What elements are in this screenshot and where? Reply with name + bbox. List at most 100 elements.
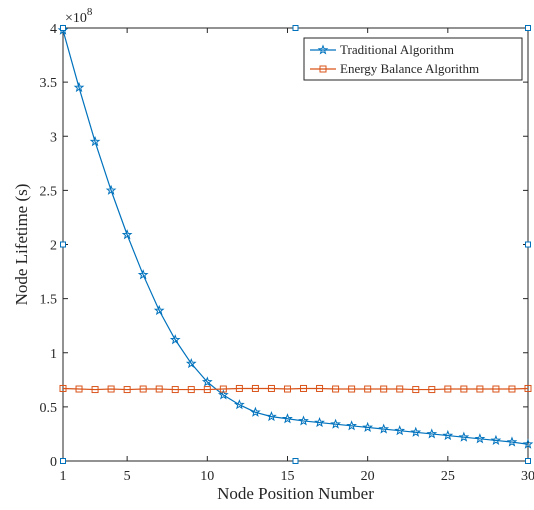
data-point xyxy=(267,384,275,392)
data-point xyxy=(428,386,436,394)
data-point xyxy=(314,416,325,428)
data-point xyxy=(73,81,85,93)
data-point xyxy=(91,386,99,394)
data-point xyxy=(298,415,309,426)
data-point xyxy=(201,376,213,387)
data-point xyxy=(234,399,245,410)
x-axis: 1 5 10 15 20 25 30 xyxy=(60,28,534,484)
data-point xyxy=(316,384,324,392)
data-point xyxy=(474,433,486,444)
legend-marker xyxy=(319,65,327,73)
data-point xyxy=(396,385,404,393)
data-point xyxy=(187,386,195,394)
legend: Traditional Algorithm Energy Balance Algo… xyxy=(303,37,523,81)
frame-edge-marker xyxy=(60,458,66,464)
data-point xyxy=(460,385,468,393)
x-tick-label: 25 xyxy=(441,469,455,484)
data-point xyxy=(476,385,484,393)
y-exponent-power: 8 xyxy=(87,6,93,18)
data-point xyxy=(410,426,422,437)
data-point xyxy=(121,229,133,240)
y-tick-label: 1.5 xyxy=(40,293,58,308)
frame-edge-marker xyxy=(60,241,66,248)
data-point xyxy=(57,24,69,35)
data-point xyxy=(330,418,341,429)
data-point xyxy=(524,384,532,392)
data-point xyxy=(442,429,454,441)
data-point xyxy=(217,389,229,400)
data-point xyxy=(153,304,165,316)
y-tick-label: 0 xyxy=(50,455,57,470)
series-layer xyxy=(57,24,534,449)
data-point xyxy=(75,385,83,393)
data-point xyxy=(235,384,243,392)
y-axis-title: Node Lifetime (s) xyxy=(12,184,31,306)
data-point xyxy=(492,385,500,393)
data-point xyxy=(155,385,163,393)
y-exponent-base: ×10 xyxy=(65,11,87,26)
data-point xyxy=(123,386,131,394)
frame-edge-marker xyxy=(525,458,531,464)
y-tick-label: 3.5 xyxy=(40,76,58,91)
y-tick-label: 0.5 xyxy=(40,401,58,416)
data-point xyxy=(332,385,340,393)
data-point xyxy=(169,334,181,345)
frame-edge-marker xyxy=(60,25,66,31)
data-point xyxy=(219,385,227,393)
data-point xyxy=(458,431,470,442)
data-point xyxy=(59,384,67,392)
edge-markers xyxy=(60,25,531,464)
frame-edge-marker xyxy=(525,25,531,31)
y-tick-label: 2.5 xyxy=(40,184,58,199)
series-energy-balance xyxy=(59,384,532,394)
legend-label: Energy Balance Algorithm xyxy=(340,61,479,76)
x-tick-label: 1 xyxy=(60,469,67,484)
plot-frame xyxy=(62,27,529,462)
frame-edge-marker xyxy=(525,241,531,248)
data-point xyxy=(348,385,356,393)
x-tick-label: 30 xyxy=(521,469,534,484)
data-point xyxy=(346,420,357,431)
data-point xyxy=(380,385,388,393)
data-point xyxy=(266,410,277,422)
legend-item: Energy Balance Algorithm xyxy=(310,61,479,76)
x-tick-label: 5 xyxy=(124,469,131,484)
data-point xyxy=(251,384,259,392)
data-point xyxy=(300,384,308,392)
legend-marker xyxy=(317,44,329,55)
data-point xyxy=(185,357,197,369)
frame-edge-marker xyxy=(292,458,299,464)
data-point xyxy=(139,385,147,393)
legend-box xyxy=(303,37,523,81)
y-tick-label: 4 xyxy=(50,22,57,37)
y-tick-label: 1 xyxy=(50,347,57,362)
data-point xyxy=(203,386,211,394)
data-point xyxy=(394,425,406,436)
y-tick-label: 2 xyxy=(50,239,57,254)
data-point xyxy=(107,385,115,393)
x-tick-label: 10 xyxy=(200,469,214,484)
data-point xyxy=(444,385,452,393)
x-tick-label: 15 xyxy=(280,469,294,484)
series-traditional xyxy=(57,24,534,449)
y-axis-exponent: ×108 xyxy=(65,6,93,26)
y-axis: 0 0.5 1 1.5 2 2.5 3 3.5 4 xyxy=(40,22,528,470)
data-point xyxy=(522,438,534,449)
data-point xyxy=(364,385,372,393)
data-point xyxy=(362,421,374,432)
data-point xyxy=(508,385,516,393)
y-tick-label: 3 xyxy=(50,130,57,145)
x-tick-label: 20 xyxy=(361,469,375,484)
data-point xyxy=(250,406,261,417)
data-point xyxy=(282,413,293,424)
frame-edge-marker xyxy=(292,25,299,31)
legend-label: Traditional Algorithm xyxy=(340,42,454,57)
data-point xyxy=(137,269,149,280)
data-point xyxy=(105,184,117,195)
data-point xyxy=(506,436,518,447)
data-point xyxy=(283,385,291,393)
x-axis-title: Node Position Number xyxy=(217,484,374,503)
legend-item: Traditional Algorithm xyxy=(310,42,454,57)
data-point xyxy=(412,386,420,394)
